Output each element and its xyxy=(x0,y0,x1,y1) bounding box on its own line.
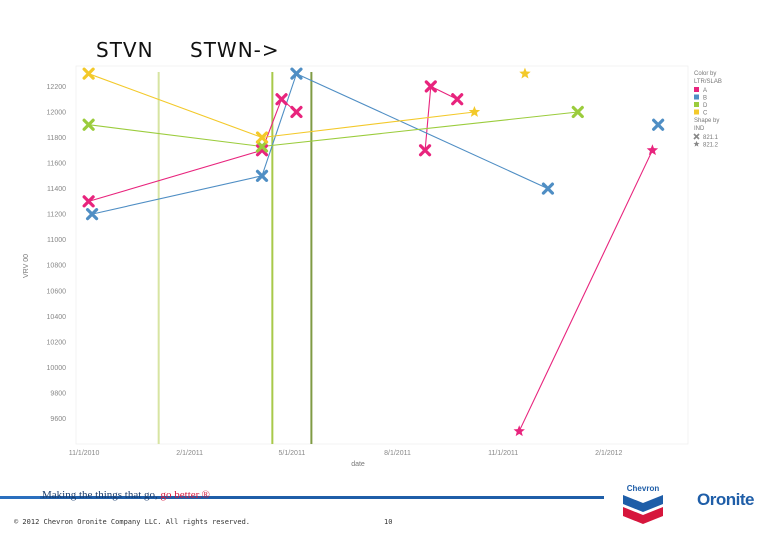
data-point xyxy=(82,118,95,131)
x-tick-label: 5/1/2011 xyxy=(278,450,305,457)
x-tick-label: 2/1/2011 xyxy=(176,450,203,457)
x-tick-label: 11/1/2010 xyxy=(69,450,100,457)
y-tick-label: 11600 xyxy=(47,161,66,168)
y-tick-label: 11200 xyxy=(47,212,66,219)
series-line xyxy=(518,150,653,432)
scatter-chart: 12200 12000 11800 11600 11400 11200 11000 10800… xyxy=(23,65,722,468)
data-point xyxy=(451,93,464,106)
y-tick-label: 10000 xyxy=(47,365,67,372)
page-number: 10 xyxy=(384,518,393,526)
copyright-text: © 2012 Chevron Oronite Company LLC. All … xyxy=(14,518,251,526)
y-tick-label: 9800 xyxy=(50,390,66,397)
y-tick-label: 10600 xyxy=(47,288,67,295)
legend-shape-label: 821.1 xyxy=(703,135,719,141)
data-point xyxy=(275,93,288,106)
data-point xyxy=(541,182,555,195)
legend-shape-label: 821.2 xyxy=(703,143,719,149)
y-axis-label: VRV 00 xyxy=(23,254,30,278)
legend-x-icon xyxy=(693,133,700,140)
plot-area xyxy=(75,65,689,445)
legend-color-label: A xyxy=(703,88,707,94)
x-tick-label: 8/1/2011 xyxy=(384,450,411,457)
data-point xyxy=(418,144,432,157)
header-label-stvn: STVN xyxy=(96,38,154,62)
legend-shape-subtitle: IND xyxy=(694,126,705,132)
legend-color-title: Color by xyxy=(694,71,716,77)
legend-swatch xyxy=(694,109,699,115)
data-point xyxy=(255,169,269,182)
legend-swatch xyxy=(694,102,699,107)
y-tick-label: 11800 xyxy=(47,135,66,142)
header-label-stwn: STWN-> xyxy=(190,38,280,62)
data-point xyxy=(85,208,99,221)
x-tick-label: 11/1/2011 xyxy=(488,450,518,457)
data-point xyxy=(290,105,303,119)
series-markers xyxy=(82,67,665,437)
data-point xyxy=(255,140,269,153)
y-tick-label: 12200 xyxy=(47,84,67,91)
data-point xyxy=(82,67,95,80)
y-axis-ticks: 12200 12000 11800 11600 11400 11200 11000 10800… xyxy=(47,84,67,423)
tagline: Making the things that go, go better.® xyxy=(42,489,210,501)
x-axis-ticks: 11/1/2010 2/1/2011 5/1/2011 8/1/2011 11/1/20… xyxy=(69,450,623,457)
series-line xyxy=(91,72,549,215)
legend-color-label: D xyxy=(703,103,708,109)
tagline-accent: go better. xyxy=(160,489,202,501)
oronite-logo: Oronite xyxy=(697,490,754,509)
x-axis-label: date xyxy=(351,461,365,468)
chevron-logo-text: Chevron xyxy=(627,484,660,493)
series-line xyxy=(88,73,475,139)
data-point xyxy=(571,105,584,119)
data-point xyxy=(255,131,269,144)
y-tick-label: 11000 xyxy=(47,237,66,244)
data-point xyxy=(646,144,659,156)
y-tick-label: 12000 xyxy=(47,109,67,116)
chevron-logo: Chevron xyxy=(623,484,663,524)
tagline-main: Making the things that go, xyxy=(42,489,161,501)
data-point xyxy=(290,67,303,80)
y-tick-label: 10400 xyxy=(47,314,67,321)
y-tick-label: 10800 xyxy=(47,263,67,270)
y-tick-label: 9600 xyxy=(50,416,66,423)
y-tick-label: 11400 xyxy=(47,186,66,193)
legend-color-label: B xyxy=(703,96,707,102)
series-line xyxy=(88,98,297,202)
legend-star-icon xyxy=(693,140,700,147)
data-point xyxy=(82,195,95,208)
series-lines xyxy=(88,72,653,432)
legend-shape-title: Shape by xyxy=(694,118,719,124)
data-point xyxy=(513,425,525,437)
legend-swatch xyxy=(694,94,699,100)
legend-swatch xyxy=(694,87,699,92)
data-point xyxy=(519,67,531,79)
tagline-mark: ® xyxy=(201,489,210,501)
data-point xyxy=(424,80,437,93)
legend-color-subtitle: LTR/SLAB xyxy=(694,79,722,85)
x-tick-label: 2/1/2012 xyxy=(595,450,622,457)
legend-color-label: C xyxy=(703,111,708,117)
footer-divider xyxy=(0,496,604,499)
data-point xyxy=(468,105,481,117)
data-point xyxy=(652,118,665,131)
y-tick-label: 10200 xyxy=(47,339,67,346)
